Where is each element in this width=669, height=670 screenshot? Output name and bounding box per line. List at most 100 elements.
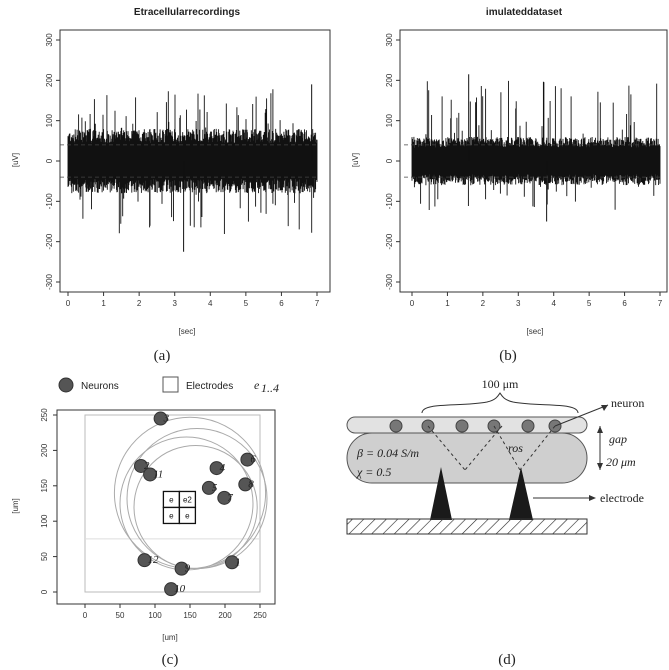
neuron-8 bbox=[238, 477, 253, 492]
neuron-12 bbox=[137, 553, 152, 568]
neuron-3 bbox=[153, 411, 168, 426]
y-tick-label: -200 bbox=[385, 233, 394, 250]
neuron-label-11: 11 bbox=[153, 468, 163, 480]
neuron-label-2: 2 bbox=[144, 460, 150, 472]
y-tick-label: 250 bbox=[40, 408, 49, 422]
panel-b-ylabel: [uV] bbox=[351, 153, 360, 167]
x-tick-label: 6 bbox=[279, 299, 284, 308]
neuron-11 bbox=[143, 467, 158, 482]
y-tick-label: 0 bbox=[45, 158, 54, 163]
neuron-label-9: 9 bbox=[185, 563, 191, 575]
x-tick-label: 200 bbox=[218, 611, 232, 620]
neuron-label-3: 3 bbox=[163, 413, 170, 425]
gap-arrow-head-bottom bbox=[597, 463, 603, 470]
neuron-label-4: 4 bbox=[220, 462, 226, 474]
neuron-1 bbox=[389, 419, 403, 433]
x-tick-label: 2 bbox=[481, 299, 486, 308]
panel-b-caption: (b) bbox=[499, 348, 517, 364]
electrode-pointer-head bbox=[589, 495, 596, 501]
x-tick-label: 5 bbox=[587, 299, 592, 308]
y-tick-label: -300 bbox=[45, 273, 54, 290]
substrate bbox=[346, 518, 588, 535]
panel-b-y-axis: 300 200 100 0 -100 -200 -300 bbox=[385, 33, 400, 290]
x-tick-label: 0 bbox=[410, 299, 415, 308]
neuron-7 bbox=[217, 490, 232, 505]
panel-a-caption: (a) bbox=[154, 348, 171, 364]
panel-d-caption: (d) bbox=[498, 652, 516, 668]
x-tick-label: 100 bbox=[148, 611, 162, 620]
x-tick-label: 3 bbox=[516, 299, 521, 308]
panel-a-xlabel: [sec] bbox=[179, 327, 196, 336]
dimension-label: 100 μm bbox=[482, 377, 519, 391]
y-tick-label: 150 bbox=[40, 479, 49, 493]
legend-electrodes-label: Electrodes bbox=[186, 381, 233, 392]
y-tick-label: 100 bbox=[45, 113, 54, 127]
legend-electrodes-index: 1..4 bbox=[261, 381, 279, 395]
neuron-pointer-head bbox=[601, 405, 608, 411]
y-tick-label: 50 bbox=[40, 552, 49, 561]
y-tick-label: 300 bbox=[385, 33, 394, 47]
field-circle bbox=[133, 444, 258, 570]
electrode-label: electrode bbox=[600, 491, 644, 505]
panel-a-signal bbox=[67, 84, 318, 252]
panel-c-frame bbox=[56, 409, 276, 605]
x-tick-label: 1 bbox=[101, 299, 106, 308]
y-tick-label: 200 bbox=[385, 73, 394, 87]
neuron-label: neuron bbox=[611, 396, 644, 410]
dimension-brace bbox=[421, 392, 579, 414]
legend-electrode-marker bbox=[162, 376, 179, 393]
panel-a-title: Etracellularrecordings bbox=[134, 7, 241, 18]
panel-b-x-axis: 0 1 2 3 4 5 6 7 bbox=[410, 292, 663, 308]
panel-a: Etracellularrecordings 300 200 100 0 -100 -20… bbox=[11, 7, 331, 364]
legend-neuron-marker bbox=[58, 377, 74, 393]
y-tick-label: 100 bbox=[385, 113, 394, 127]
x-tick-label: 1 bbox=[445, 299, 450, 308]
y-tick-label: 200 bbox=[45, 73, 54, 87]
y-tick-label: -200 bbox=[45, 233, 54, 250]
electrode-label-2: e2 bbox=[183, 495, 192, 504]
x-tick-label: 7 bbox=[315, 299, 320, 308]
panel-d: 100 μm neuron β = 0.04 S/m χ = 0.5 ros g… bbox=[346, 377, 644, 668]
neuron-5 bbox=[521, 419, 535, 433]
neuron-3 bbox=[455, 419, 469, 433]
neuron-6 bbox=[240, 452, 255, 467]
neuron-5 bbox=[201, 480, 216, 495]
neuron-label-6: 6 bbox=[250, 454, 256, 466]
neuron-2 bbox=[134, 458, 148, 473]
x-tick-label: 4 bbox=[551, 299, 556, 308]
x-tick-label: 250 bbox=[253, 611, 267, 620]
x-tick-label: 2 bbox=[137, 299, 142, 308]
electrode-left bbox=[430, 467, 452, 520]
panel-c-electrode-array: e e2e e bbox=[162, 490, 197, 525]
legend-electrodes-symbol: e bbox=[254, 378, 260, 392]
electrode-label-3: e bbox=[169, 511, 174, 520]
x-tick-label: 7 bbox=[658, 299, 663, 308]
panel-c-field-circles bbox=[113, 416, 268, 571]
electrode-label-1: e bbox=[169, 495, 174, 504]
neuron-label-8: 8 bbox=[248, 478, 254, 490]
x-tick-label: 0 bbox=[83, 611, 88, 620]
y-tick-label: 100 bbox=[40, 514, 49, 528]
electrode-label-4: e bbox=[185, 511, 190, 520]
x-tick-label: 3 bbox=[172, 299, 177, 308]
neuron-10 bbox=[164, 582, 179, 597]
panel-a-threshold-lines bbox=[60, 144, 319, 178]
panel-b-signal bbox=[411, 74, 661, 222]
chi-parameter: χ = 0.5 bbox=[356, 465, 391, 479]
y-tick-label: -100 bbox=[45, 193, 54, 210]
y-tick-label: -300 bbox=[385, 273, 394, 290]
panel-b-threshold-lines bbox=[404, 144, 662, 178]
electrode-4 bbox=[178, 506, 197, 525]
beta-parameter: β = 0.04 S/m bbox=[356, 446, 419, 460]
neuron-1 bbox=[225, 555, 239, 570]
y-tick-label: -100 bbox=[385, 193, 394, 210]
panel-a-x-axis: 0 1 2 3 4 5 6 7 bbox=[66, 292, 320, 308]
gap-label: gap bbox=[609, 432, 627, 446]
x-tick-label: 4 bbox=[208, 299, 213, 308]
neuron-label-1: 1 bbox=[235, 556, 241, 568]
panel-b: imulateddataset 300 200 100 0 -100 -200 -300 0… bbox=[351, 7, 668, 364]
panel-a-ylabel: [uV] bbox=[11, 153, 20, 167]
neuron-label-5: 5 bbox=[212, 482, 218, 494]
